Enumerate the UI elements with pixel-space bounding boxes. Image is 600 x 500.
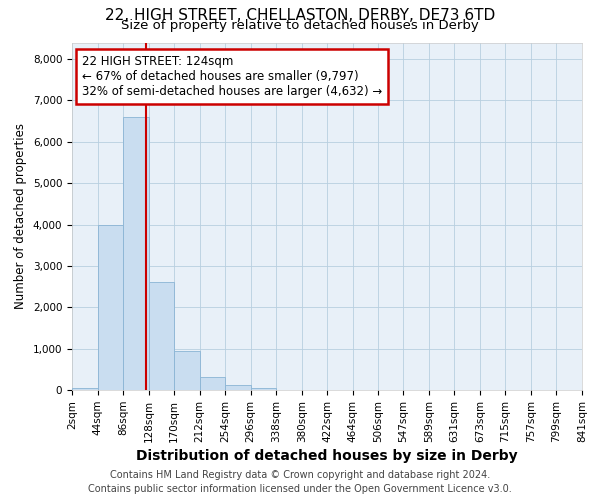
Bar — [72, 388, 98, 390]
Y-axis label: Number of detached properties: Number of detached properties — [14, 123, 27, 309]
Text: Contains HM Land Registry data © Crown copyright and database right 2024.
Contai: Contains HM Land Registry data © Crown c… — [88, 470, 512, 494]
Bar — [174, 350, 200, 390]
Bar — [98, 224, 123, 390]
Bar — [123, 117, 149, 390]
Bar — [225, 386, 251, 390]
Text: 22, HIGH STREET, CHELLASTON, DERBY, DE73 6TD: 22, HIGH STREET, CHELLASTON, DERBY, DE73… — [105, 8, 495, 22]
Text: 22 HIGH STREET: 124sqm
← 67% of detached houses are smaller (9,797)
32% of semi-: 22 HIGH STREET: 124sqm ← 67% of detached… — [82, 54, 382, 98]
Text: Size of property relative to detached houses in Derby: Size of property relative to detached ho… — [121, 18, 479, 32]
Bar — [251, 388, 276, 390]
Bar — [149, 282, 174, 390]
X-axis label: Distribution of detached houses by size in Derby: Distribution of detached houses by size … — [136, 449, 518, 463]
Bar — [200, 376, 225, 390]
